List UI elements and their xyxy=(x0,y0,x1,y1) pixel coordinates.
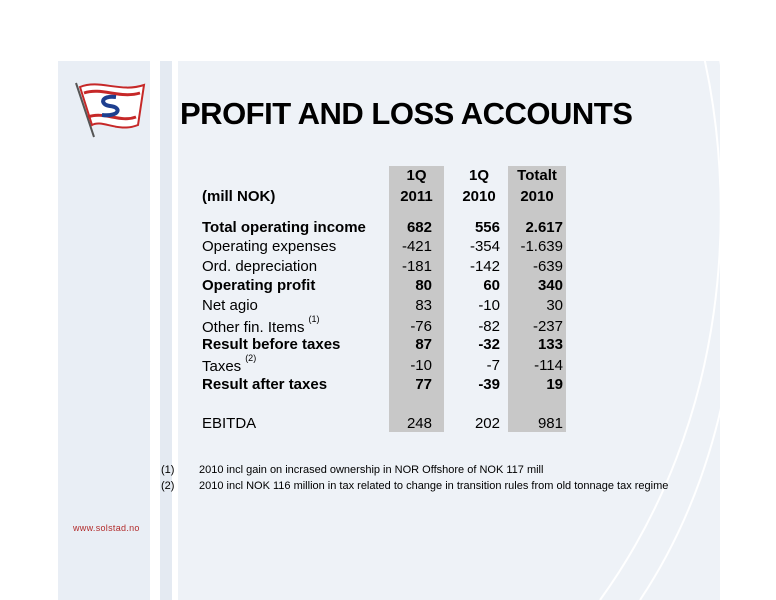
value-cell: -10 xyxy=(410,357,432,374)
decorative-arc xyxy=(639,59,741,600)
value-cell: -181 xyxy=(401,258,432,275)
row-label: Ord. depreciation xyxy=(202,258,318,275)
footnote-text: 2010 incl gain on incrased ownership in … xyxy=(199,464,544,476)
value-cell: 2.617 xyxy=(525,219,563,236)
column-header: 2010 xyxy=(462,188,496,205)
value-cell: 60 xyxy=(483,277,500,294)
row-label-wrap: Other fin. Items (1) xyxy=(202,314,320,336)
row-label: Result after taxes xyxy=(202,376,328,393)
value-cell: -82 xyxy=(478,318,500,335)
footnote-marker: (1) xyxy=(308,314,320,324)
column-header: 2010 xyxy=(520,188,554,205)
value-cell: 248 xyxy=(406,415,432,432)
value-cell: 556 xyxy=(474,219,500,236)
value-cell: 133 xyxy=(537,336,563,353)
row-label: Other fin. Items xyxy=(202,319,305,336)
footnote-number: (2) xyxy=(161,480,175,492)
company-logo xyxy=(70,75,150,139)
row-label: Total operating income xyxy=(202,219,366,236)
value-cell: 83 xyxy=(415,297,432,314)
value-cell: 80 xyxy=(415,277,432,294)
column-header: 2011 xyxy=(400,188,433,205)
row-label: Operating expenses xyxy=(202,238,337,255)
value-cell: -237 xyxy=(532,318,563,335)
column-header: Totalt xyxy=(517,167,557,184)
website-url: www.solstad.no xyxy=(73,523,140,533)
footnote-text: 2010 incl NOK 116 million in tax related… xyxy=(199,480,669,492)
row-label: EBITDA xyxy=(202,415,257,432)
background-stripe xyxy=(160,61,172,600)
value-cell: 19 xyxy=(546,376,563,393)
value-cell: 340 xyxy=(537,277,563,294)
value-cell: -142 xyxy=(469,258,500,275)
value-cell: -32 xyxy=(478,336,500,353)
row-label: Result before taxes xyxy=(202,336,341,353)
value-cell: -114 xyxy=(534,357,563,374)
value-cell: -1.639 xyxy=(520,238,563,255)
column-header: 1Q xyxy=(468,167,489,184)
value-cell: -354 xyxy=(469,238,500,255)
value-cell: 87 xyxy=(415,336,432,353)
row-label: Operating profit xyxy=(202,277,316,294)
value-cell: -421 xyxy=(401,238,432,255)
background-panel xyxy=(178,61,720,600)
value-cell: -76 xyxy=(410,318,432,335)
footnote-number: (1) xyxy=(161,464,175,476)
value-cell: 30 xyxy=(546,297,563,314)
row-label-wrap: Taxes (2) xyxy=(202,353,256,375)
value-cell: 202 xyxy=(474,415,500,432)
value-cell: -39 xyxy=(478,376,500,393)
footnote-marker: (2) xyxy=(245,353,257,363)
value-cell: 77 xyxy=(415,376,432,393)
value-cell: 981 xyxy=(537,415,563,432)
value-cell: -639 xyxy=(532,258,563,275)
decorative-arc xyxy=(599,39,722,600)
flag-icon xyxy=(75,82,146,138)
column-shading xyxy=(508,166,566,432)
column-shading xyxy=(389,166,444,432)
unit-label: (mill NOK) xyxy=(202,188,276,205)
row-label: Taxes xyxy=(202,358,242,375)
value-cell: -7 xyxy=(486,357,500,374)
column-header: 1Q xyxy=(406,167,427,184)
value-cell: 682 xyxy=(406,219,432,236)
value-cell: -10 xyxy=(478,297,500,314)
page-title: PROFIT AND LOSS ACCOUNTS xyxy=(180,96,633,131)
row-label: Net agio xyxy=(202,297,258,314)
background-stripe xyxy=(58,61,150,600)
